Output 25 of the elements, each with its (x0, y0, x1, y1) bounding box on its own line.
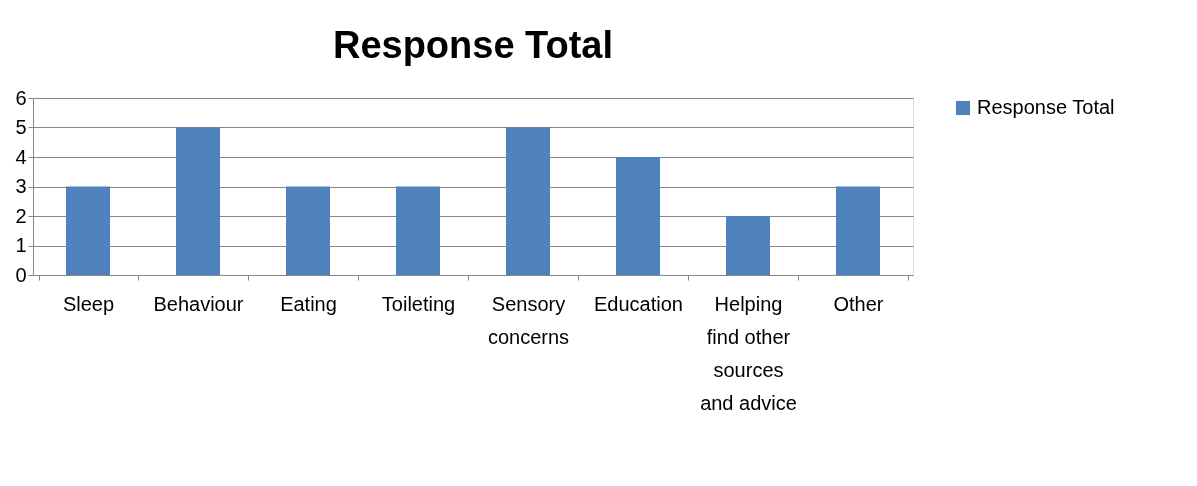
x-tick-label: Other (833, 292, 884, 315)
x-tick-label: Education (594, 292, 683, 315)
chart-title: Response Total (332, 24, 614, 66)
bar (616, 157, 660, 275)
x-tick-label: Helping find other sources and advice (700, 292, 797, 414)
bar (396, 186, 440, 275)
y-tick-label: 5 (15, 116, 27, 138)
bar (176, 127, 220, 275)
y-tick-label: 6 (15, 86, 27, 109)
legend-label: Response Total (977, 96, 1115, 118)
x-tick-label: Toileting (381, 292, 456, 315)
y-tick-label: 2 (15, 204, 27, 227)
bar (726, 216, 770, 275)
bar (506, 127, 550, 275)
bar (66, 186, 110, 275)
y-tick-label: 3 (15, 175, 27, 197)
bar (836, 186, 880, 275)
y-tick-label: 0 (15, 263, 27, 286)
x-tick-label: Sensory concerns (487, 292, 570, 348)
bar (286, 186, 330, 275)
x-tick-label: Behaviour (153, 292, 244, 315)
x-tick-label: Sleep (62, 292, 115, 315)
x-tick-label: Eating (280, 292, 337, 315)
y-tick-label: 1 (15, 234, 27, 256)
y-tick-label: 4 (15, 145, 27, 168)
